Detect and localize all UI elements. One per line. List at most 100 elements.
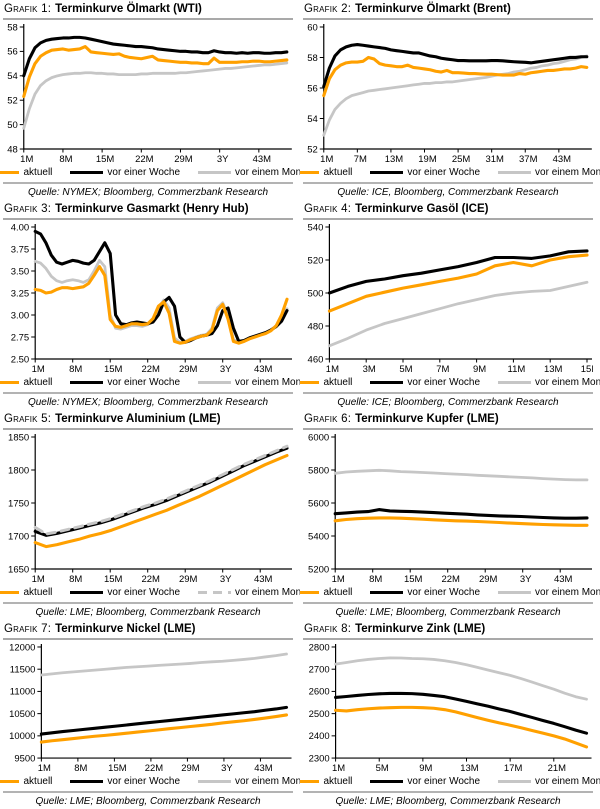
svg-text:5M: 5M (399, 364, 412, 374)
svg-text:5600: 5600 (308, 498, 329, 509)
svg-text:10000: 10000 (9, 731, 35, 742)
svg-text:460: 460 (308, 354, 324, 365)
chart-number-label: Grafik 1: (4, 3, 52, 15)
source-note: Quelle: LME; Bloomberg, Commerzbank Rese… (35, 607, 261, 618)
legend-label: vor einem Monat (235, 775, 300, 787)
svg-text:3Y: 3Y (217, 154, 229, 164)
svg-text:13M: 13M (385, 154, 404, 164)
legend-item-monat: vor einem Monat (198, 167, 300, 178)
legend-label: vor einem Monat (235, 166, 300, 178)
chart-plot-area: 52 54 56 58 60 1M 7M 13M 19M 25M 31M 37M 43M (303, 21, 593, 164)
legend-swatch-gray (498, 779, 532, 783)
legend-label: vor einem Monat (535, 166, 600, 178)
chart-number-label: Grafik 2: (304, 3, 352, 15)
chart-title-text: Terminkurve Aluminium (LME) (55, 413, 221, 425)
legend-swatch-orange (0, 590, 20, 594)
svg-text:15M: 15M (104, 364, 123, 374)
source-note: Quelle: ICE, Bloomberg, Commerzbank Rese… (337, 187, 559, 198)
legend-item-aktuell: aktuell (300, 776, 352, 787)
legend-label: vor einer Woche (107, 376, 181, 388)
svg-text:15M: 15M (581, 364, 593, 374)
line-chart-brent: 52 54 56 58 60 1M 7M 13M 19M 25M 31M 37M 43M (307, 22, 592, 164)
chart-number-label: Grafik 3: (4, 203, 52, 215)
legend-swatch-black (370, 779, 404, 783)
chart-block-kupfer: Grafik 6: Terminkurve Kupfer (LME) 5200 54… (300, 410, 600, 620)
svg-text:50: 50 (7, 120, 18, 131)
legend-swatch-black (70, 779, 104, 783)
legend-item-woche: vor einer Woche (70, 587, 180, 598)
svg-text:12000: 12000 (9, 642, 35, 653)
svg-text:2.75: 2.75 (11, 332, 30, 343)
svg-text:43M: 43M (254, 763, 273, 773)
svg-text:8M: 8M (74, 763, 87, 773)
legend-item-woche: vor einer Woche (370, 776, 480, 787)
chart-title: Grafik 5: Terminkurve Aluminium (LME) (3, 413, 293, 426)
footer-divider (303, 392, 593, 394)
svg-text:2400: 2400 (309, 731, 330, 742)
svg-text:15M: 15M (104, 574, 123, 584)
legend-swatch-black (70, 170, 104, 174)
svg-text:3Y: 3Y (220, 364, 232, 374)
legend-label: vor einem Monat (535, 775, 600, 787)
source-note: Quelle: LME; Bloomberg, Commerzbank Rese… (335, 796, 561, 808)
svg-text:7M: 7M (436, 364, 449, 374)
svg-text:540: 540 (308, 222, 324, 233)
legend-item-monat: vor einem Monat (498, 587, 600, 598)
chart-title: Grafik 4: Terminkurve Gasöl (ICE) (303, 203, 593, 216)
legend-item-aktuell: aktuell (0, 377, 52, 388)
source-note: Quelle: NYMEX; Bloomberg, Commerzbank Re… (27, 397, 269, 408)
svg-text:43M: 43M (253, 154, 272, 164)
chart-plot-area: 1650 1700 1750 1800 1850 1M 8M 15M 22M 29M 3Y 43M (3, 431, 293, 584)
line-chart-kupfer: 5200 5400 5600 5800 6000 1M 8M 15M 22M 29M 3Y 43M (308, 432, 592, 584)
legend-label: vor einem Monat (235, 376, 300, 388)
svg-text:22M: 22M (145, 763, 164, 773)
legend-item-monat: vor einem Monat (198, 587, 300, 598)
chart-block-brent: Grafik 2: Terminkurve Ölmarkt (Brent) 52 5… (300, 0, 600, 200)
legend-swatch-black (70, 380, 104, 384)
chart-number-label: Grafik 4: (304, 203, 352, 215)
svg-text:29M: 29M (181, 763, 200, 773)
legend-label: aktuell (23, 775, 53, 787)
svg-text:8M: 8M (69, 364, 82, 374)
chart-legend: aktuell vor einer Woche vor einem Monat (0, 584, 300, 600)
svg-text:1M: 1M (20, 154, 33, 164)
svg-text:48: 48 (7, 144, 18, 155)
svg-text:56: 56 (307, 83, 318, 94)
chart-title-text: Terminkurve Gasmarkt (Henry Hub) (55, 203, 249, 215)
title-divider (303, 218, 593, 220)
legend-swatch-orange (0, 779, 20, 783)
source-note: Quelle: LME; Bloomberg, Commerzbank Rese… (35, 796, 261, 808)
chart-legend: aktuell vor einer Woche vor einem Monat (300, 773, 600, 789)
svg-text:25M: 25M (452, 154, 471, 164)
svg-text:15M: 15M (404, 574, 423, 584)
svg-text:19M: 19M (418, 154, 437, 164)
svg-text:5200: 5200 (308, 564, 329, 575)
chart-title: Grafik 6: Terminkurve Kupfer (LME) (303, 413, 593, 426)
chart-plot-area: 2.50 2.75 3.00 3.25 3.50 3.75 4.00 1M 8M 15M 22M 29… (3, 221, 293, 374)
svg-text:2600: 2600 (309, 687, 330, 698)
chart-number-label: Grafik 5: (4, 413, 52, 425)
svg-text:5800: 5800 (308, 465, 329, 476)
footer-divider (3, 791, 293, 794)
chart-title: Grafik 1: Terminkurve Ölmarkt (WTI) (3, 3, 293, 16)
legend-item-woche: vor einer Woche (370, 167, 480, 178)
svg-text:22M: 22M (441, 574, 460, 584)
legend-item-monat: vor einem Monat (498, 167, 600, 178)
legend-swatch-orange (0, 380, 20, 384)
svg-text:8M: 8M (69, 574, 82, 584)
line-chart-wti: 48 50 52 54 56 58 1M 8M 15M 22M 29M 3Y 43M (7, 22, 292, 164)
svg-text:3.00: 3.00 (11, 310, 30, 321)
title-divider (3, 638, 293, 640)
legend-item-aktuell: aktuell (0, 776, 52, 787)
svg-text:29M: 29M (179, 364, 198, 374)
legend-label: aktuell (323, 586, 353, 598)
chart-legend: aktuell vor einer Woche vor einem Monat (300, 584, 600, 600)
footer-divider (303, 602, 593, 604)
legend-swatch-black (370, 590, 404, 594)
svg-text:56: 56 (7, 47, 18, 58)
footer-divider (3, 182, 293, 184)
legend-label: vor einer Woche (107, 775, 181, 787)
line-chart-henry-hub: 2.50 2.75 3.00 3.25 3.50 3.75 4.00 1M 8M 15M 22M 29… (11, 222, 292, 374)
title-divider (303, 638, 593, 640)
chart-plot-area: 5200 5400 5600 5800 6000 1M 8M 15M 22M 29M 3Y 43M (303, 431, 593, 584)
